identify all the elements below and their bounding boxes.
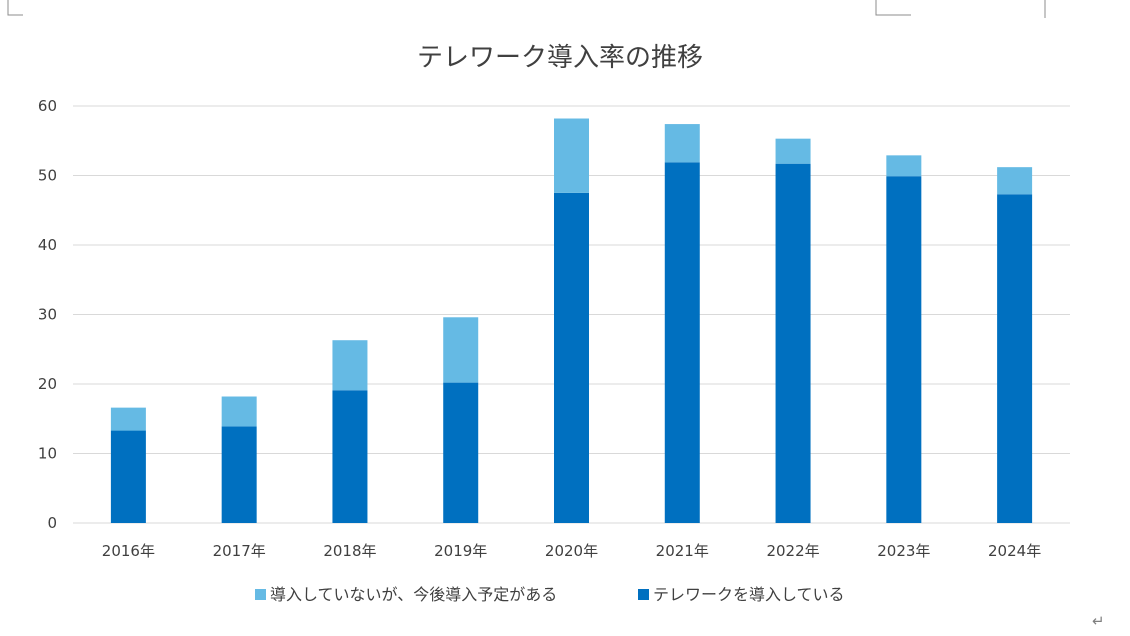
- bar-adopted-2017年: [221, 426, 257, 523]
- chart-title: テレワーク導入率の推移: [417, 43, 703, 73]
- bar-adopted-2020年: [554, 192, 589, 523]
- bar-adopted-2024年: [997, 194, 1033, 523]
- x-axis-tick-labels: 2016年 2017年 2018年 2019年 2020年 2021年 2022年 2023年…: [102, 542, 1041, 560]
- x-tick-label: 2023年: [877, 542, 930, 560]
- x-tick-label: 2021年: [656, 542, 709, 560]
- bar-planned-2024年: [997, 167, 1033, 195]
- bar-adopted-2021年: [664, 162, 700, 524]
- y-tick-label: 60: [38, 97, 57, 115]
- legend-label: 導入していないが、今後導入予定がある: [270, 585, 557, 604]
- bar-adopted-2016年: [110, 430, 146, 523]
- bar-planned-2023年: [886, 155, 922, 177]
- bar-adopted-2022年: [775, 163, 811, 523]
- paragraph-return-mark: ↵: [1092, 612, 1105, 630]
- y-tick-label: 40: [38, 236, 57, 254]
- y-axis-tick-labels: 0 10 20 30 40 50 60: [38, 97, 57, 532]
- bar-planned-2020年: [554, 118, 589, 193]
- bar-planned-2019年: [443, 317, 479, 383]
- margin-mark-top-left: [7, 0, 23, 16]
- legend: 導入していないが、今後導入予定がある テレワークを導入している: [255, 585, 845, 604]
- x-tick-label: 2018年: [323, 542, 376, 560]
- x-tick-label: 2016年: [102, 542, 155, 560]
- y-tick-label: 0: [47, 514, 57, 532]
- x-tick-label: 2019年: [434, 542, 487, 560]
- x-tick-label: 2022年: [766, 542, 819, 560]
- legend-swatch: [638, 589, 649, 600]
- bar-planned-2022年: [775, 138, 811, 164]
- y-tick-label: 50: [38, 167, 57, 185]
- bar-planned-2017年: [221, 396, 257, 427]
- y-tick-label: 10: [38, 445, 57, 463]
- y-tick-label: 30: [38, 306, 57, 324]
- y-tick-label: 20: [38, 375, 57, 393]
- bar-planned-2021年: [664, 124, 700, 163]
- page-margin-marks: [7, 0, 1046, 18]
- legend-swatch: [255, 589, 266, 600]
- bar-adopted-2018年: [332, 390, 368, 523]
- x-tick-label: 2024年: [988, 542, 1041, 560]
- legend-label: テレワークを導入している: [653, 585, 845, 604]
- bar-planned-2018年: [332, 340, 368, 391]
- x-tick-label: 2020年: [545, 542, 598, 560]
- margin-mark-top-right: [875, 0, 911, 16]
- bar-adopted-2023年: [886, 176, 922, 523]
- x-tick-label: 2017年: [213, 542, 266, 560]
- bar-adopted-2019年: [443, 382, 479, 523]
- bar-planned-2016年: [110, 407, 146, 431]
- bar-series: [110, 118, 1033, 524]
